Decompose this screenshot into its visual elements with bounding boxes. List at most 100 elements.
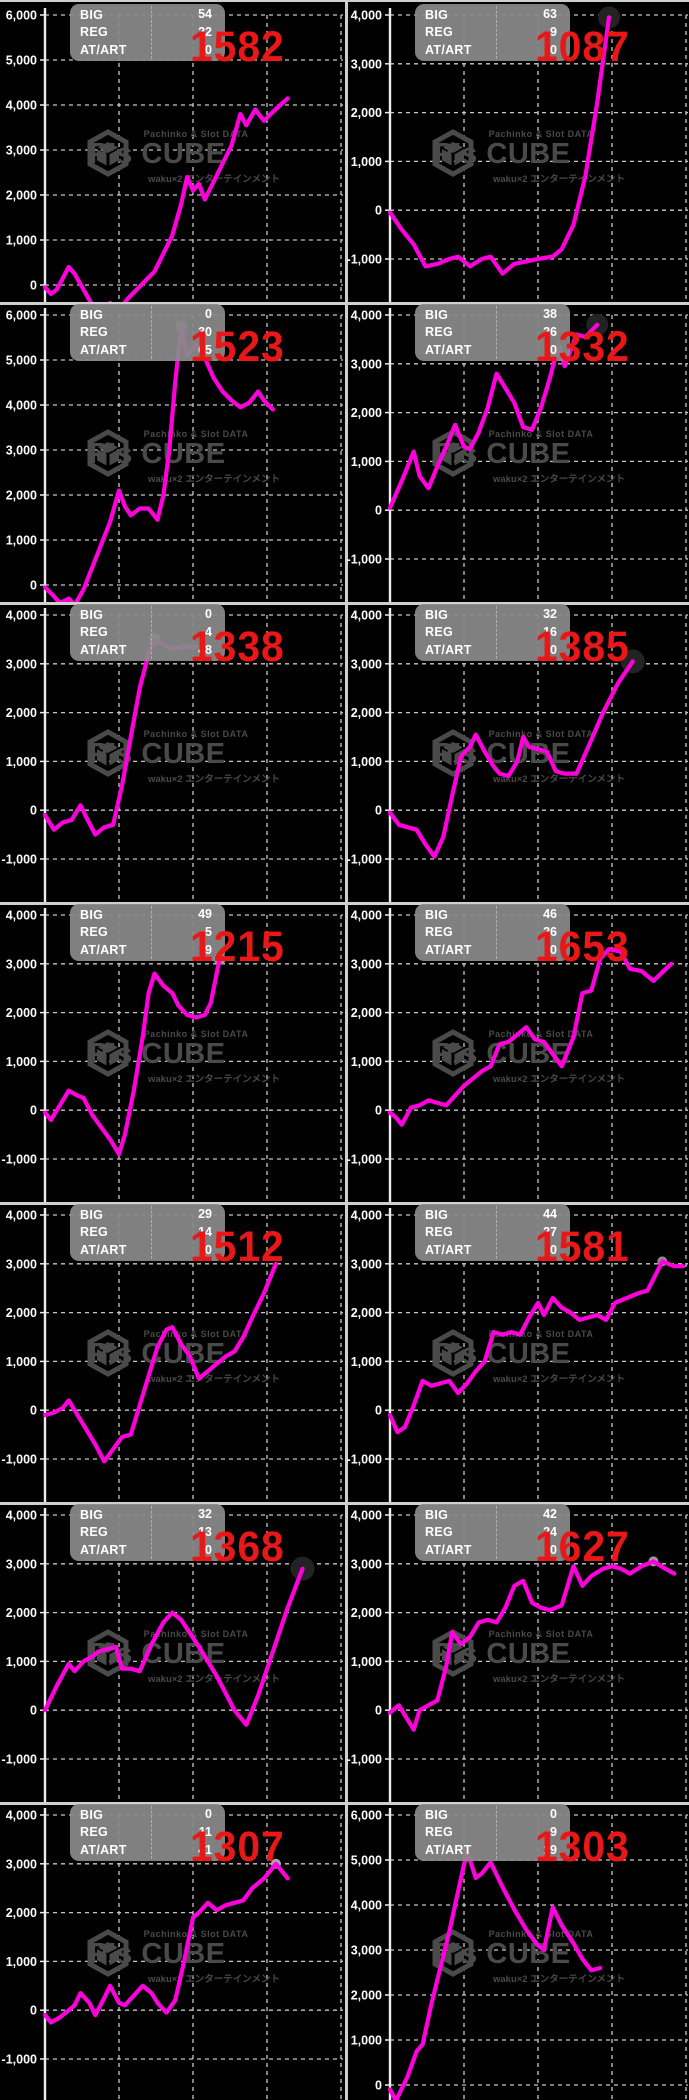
stat-value-big: 42: [496, 1506, 570, 1524]
stat-row-atart: AT/ART 0: [415, 641, 570, 659]
machine-graph-panel[interactable]: Pachinko & Slot DATA P's CUBE waku×2 エンタ…: [345, 602, 689, 902]
stat-value-big: 63: [496, 6, 570, 24]
machine-graph-panel[interactable]: Pachinko & Slot DATA P's CUBE waku×2 エンタ…: [345, 1202, 689, 1502]
slump-line: [42, 1861, 290, 2025]
y-axis-tick-label: 6,000: [6, 9, 37, 23]
stat-value-big: 38: [496, 306, 570, 324]
y-axis-tick-label: 1,000: [351, 1355, 382, 1369]
stat-value-atart: 19: [496, 1841, 570, 1859]
machine-graph-panel[interactable]: Pachinko & Slot DATA P's CUBE waku×2 エンタ…: [0, 302, 345, 602]
machine-number: 1332: [535, 323, 630, 371]
stat-label-big: BIG: [425, 307, 449, 322]
y-axis-tick-label: 0: [30, 1404, 37, 1418]
machine-number: 1581: [535, 1223, 630, 1271]
stat-value-reg: 13: [151, 1523, 225, 1541]
machine-graph-panel[interactable]: Pachinko & Slot DATA P's CUBE waku×2 エンタ…: [345, 2, 689, 302]
machine-graph-panel[interactable]: Pachinko & Slot DATA P's CUBE waku×2 エンタ…: [0, 2, 345, 302]
watermark-subtext: waku×2 エンターテインメント: [148, 1074, 280, 1085]
stat-value-atart: 0: [151, 41, 225, 59]
machine-graph-panel[interactable]: Pachinko & Slot DATA P's CUBE waku×2 エンタ…: [0, 1502, 345, 1802]
stat-label-atart: AT/ART: [425, 1543, 472, 1558]
y-axis-tick-label: 4,000: [351, 1899, 382, 1913]
machine-graph-panel[interactable]: Pachinko & Slot DATA P's CUBE waku×2 エンタ…: [345, 1502, 689, 1802]
machine-graph-panel[interactable]: Pachinko & Slot DATA P's CUBE waku×2 エンタ…: [345, 302, 689, 602]
stat-label-atart: AT/ART: [425, 643, 472, 658]
ps-cube-watermark: Pachinko & Slot DATA P's CUBE waku×2 エンタ…: [86, 429, 280, 485]
ps-cube-logo-icon: [432, 429, 474, 477]
machine-graph-panel[interactable]: Pachinko & Slot DATA P's CUBE waku×2 エンタ…: [0, 602, 345, 902]
y-axis-tick-label: 3,000: [351, 657, 382, 671]
y-axis-tick-label: -1,000: [2, 1453, 37, 1467]
stat-value-atart: 0: [496, 341, 570, 359]
stat-value-big: 32: [496, 606, 570, 624]
y-axis-tick-label: 2,000: [351, 406, 382, 420]
y-axis-tick-label: 4,000: [6, 1809, 37, 1823]
stat-label-big: BIG: [425, 1807, 449, 1822]
watermark-subtext: waku×2 エンターテインメント: [493, 1974, 625, 1985]
machine-graph-panel[interactable]: Pachinko & Slot DATA P's CUBE waku×2 エンタ…: [345, 902, 689, 1202]
y-axis-tick-label: 3,000: [6, 1557, 37, 1571]
watermark-tagline: Pachinko & Slot DATA: [488, 1629, 594, 1639]
y-axis-tick-label: 1,000: [351, 1055, 382, 1069]
stat-value-big: 0: [151, 1806, 225, 1824]
y-axis-tick-label: 2,000: [6, 706, 37, 720]
ps-cube-watermark: Pachinko & Slot DATA P's CUBE waku×2 エンタ…: [86, 1929, 280, 1985]
stat-label-reg: REG: [80, 925, 108, 940]
stat-label-reg: REG: [425, 1225, 453, 1240]
bonus-stats-box: BIG 49 REG 5 AT/ART 9: [70, 904, 225, 961]
stat-label-atart: AT/ART: [80, 343, 127, 358]
y-axis-tick-label: 4,000: [351, 609, 382, 623]
stat-row-reg: REG 26: [415, 923, 570, 941]
stat-label-big: BIG: [80, 1507, 104, 1522]
y-axis-tick-label: 1,000: [6, 1655, 37, 1669]
graph-grid: 4,000 3,000 2,000 1,000 0 -1,000: [347, 608, 688, 902]
y-axis-tick-label: 2,000: [351, 106, 382, 120]
stat-value-atart: 0: [151, 1541, 225, 1559]
watermark-tagline: Pachinko & Slot DATA: [143, 429, 249, 439]
stat-label-atart: AT/ART: [80, 943, 127, 958]
stat-label-atart: AT/ART: [80, 1243, 127, 1258]
stat-label-big: BIG: [80, 1807, 104, 1822]
stat-row-atart: AT/ART 9: [70, 941, 225, 959]
y-axis-tick-label: 4,000: [351, 309, 382, 323]
stat-row-atart: AT/ART 0: [415, 1541, 570, 1559]
slump-line: [387, 1848, 603, 2100]
stat-value-atart: 48: [151, 641, 225, 659]
stat-row-big: BIG 0: [415, 1806, 570, 1824]
stat-label-big: BIG: [80, 1207, 104, 1222]
stat-label-reg: REG: [425, 1825, 453, 1840]
stat-row-big: BIG 0: [70, 306, 225, 324]
y-axis-tick-label: 4,000: [351, 1209, 382, 1223]
stat-value-reg: 26: [496, 323, 570, 341]
y-axis-tick-label: 2,000: [351, 1989, 382, 2003]
y-axis-tick-label: 0: [30, 579, 37, 593]
stat-row-atart: AT/ART 19: [415, 1841, 570, 1859]
y-axis-tick-label: 2,000: [351, 1006, 382, 1020]
watermark-subtext: waku×2 エンターテインメント: [493, 474, 625, 485]
y-axis-tick-label: 1,000: [351, 155, 382, 169]
machine-number: 1385: [535, 623, 630, 671]
machine-number: 1307: [190, 1823, 285, 1871]
y-axis-tick-label: 1,000: [6, 534, 37, 548]
stat-row-big: BIG 0: [70, 1806, 225, 1824]
ps-cube-logo-icon: [87, 1029, 129, 1077]
bonus-stats-box: BIG 42 REG 24 AT/ART 0: [415, 1504, 570, 1561]
watermark-subtext: waku×2 エンターテインメント: [148, 1674, 280, 1685]
machine-graph-panel[interactable]: Pachinko & Slot DATA P's CUBE waku×2 エンタ…: [345, 1802, 689, 2100]
y-axis-tick-label: 4,000: [351, 909, 382, 923]
stat-row-reg: REG 9: [415, 1823, 570, 1841]
watermark-subtext: waku×2 エンターテインメント: [493, 1674, 625, 1685]
machine-graph-panel[interactable]: Pachinko & Slot DATA P's CUBE waku×2 エンタ…: [0, 1802, 345, 2100]
machine-graph-panel[interactable]: Pachinko & Slot DATA P's CUBE waku×2 エンタ…: [0, 1202, 345, 1502]
machine-graph-panel[interactable]: Pachinko & Slot DATA P's CUBE waku×2 エンタ…: [0, 902, 345, 1202]
stat-row-atart: AT/ART 0: [70, 1241, 225, 1259]
y-axis-tick-label: 3,000: [351, 57, 382, 71]
bonus-stats-box: BIG 0 REG 9 AT/ART 19: [415, 1804, 570, 1861]
watermark-tagline: Pachinko & Slot DATA: [143, 129, 249, 139]
stat-row-reg: REG 30: [70, 323, 225, 341]
y-axis-tick-label: 5,000: [6, 54, 37, 68]
ps-cube-watermark: Pachinko & Slot DATA P's CUBE waku×2 エンタ…: [431, 1629, 625, 1685]
stat-row-big: BIG 32: [70, 1506, 225, 1524]
stat-label-atart: AT/ART: [425, 1843, 472, 1858]
stat-label-big: BIG: [425, 7, 449, 22]
